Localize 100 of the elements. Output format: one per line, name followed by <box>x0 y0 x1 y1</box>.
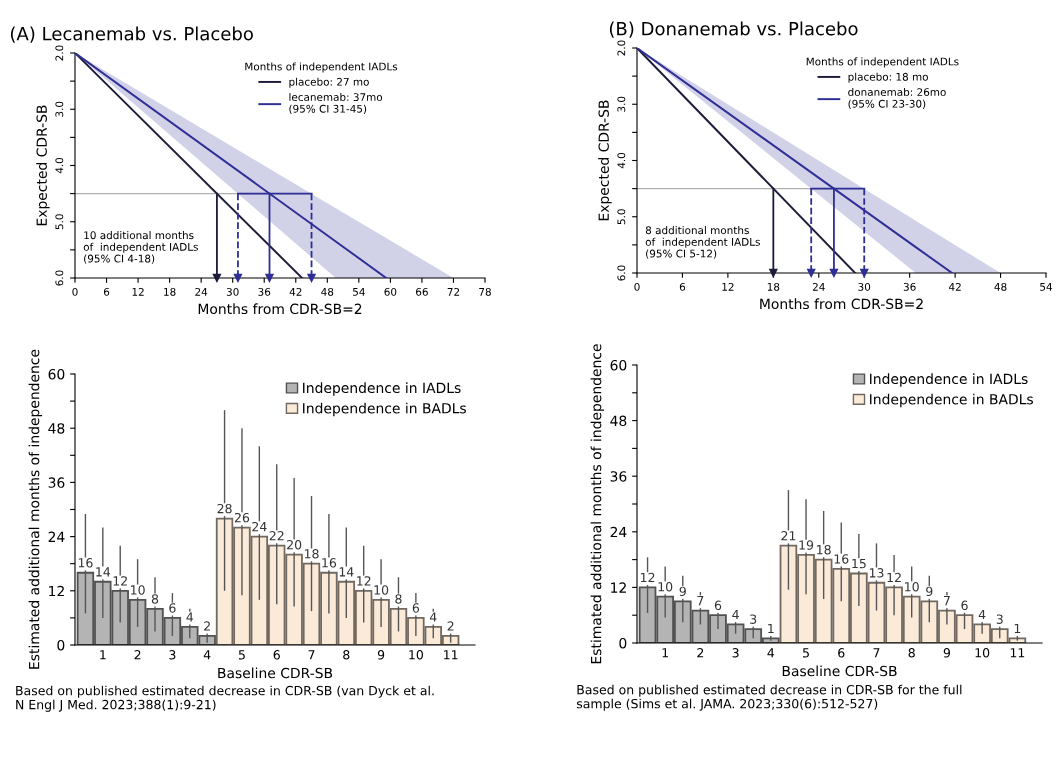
y-tick-label: 36 <box>48 477 65 488</box>
data-label: 2 <box>204 621 210 631</box>
x-tick-label: 78 <box>479 287 491 296</box>
data-label: 7 <box>943 596 950 606</box>
x-tick-label: 10 <box>975 648 990 658</box>
data-label: 4 <box>186 612 194 622</box>
data-label: 2 <box>447 621 454 631</box>
x-tick-label: 48 <box>994 282 1007 291</box>
y-tick-label: 0 <box>619 637 627 649</box>
x-tick-label: 54 <box>353 288 365 296</box>
y-tick-label: 6.0 <box>55 270 64 286</box>
data-label: 3 <box>996 614 1003 624</box>
x-tick-label: 6 <box>679 282 686 291</box>
data-label: 1 <box>768 623 774 633</box>
data-label: 12 <box>113 576 127 586</box>
y-tick-label: 6.0 <box>617 265 626 281</box>
x-tick-label: 10 <box>409 650 423 660</box>
legend-label: Independence in IADLs <box>870 373 1028 387</box>
text: Based on published estimated decrease in CDR-SB for the full sample (Sims et al. JAMA. 2023;330(6):512-527) <box>576 684 962 711</box>
data-label: 6 <box>412 603 420 613</box>
data-label: 8 <box>151 594 159 604</box>
y-tick-label: 2.0 <box>617 40 626 56</box>
x-axis-title: Months from CDR-SB=2 <box>760 298 923 310</box>
x-tick-label: 42 <box>289 287 302 296</box>
data-label: 13 <box>869 568 884 578</box>
data-label: 18 <box>817 544 831 555</box>
data-label: 6 <box>961 600 968 610</box>
y-tick-label: 4.0 <box>55 157 64 174</box>
data-label: 15 <box>852 559 866 569</box>
x-tick-label: 36 <box>903 282 916 291</box>
x-tick-label: 6 <box>273 650 280 660</box>
x-tick-label: 66 <box>416 287 428 296</box>
data-label: 9 <box>679 586 686 597</box>
x-tick-label: 0 <box>634 282 640 291</box>
annotation: 8 additional months of independent IADLs (95% CI 5-12) <box>645 226 760 259</box>
x-tick-label: 4 <box>767 648 775 658</box>
x-tick-label: 0 <box>72 287 78 296</box>
x-tick-label: 60 <box>384 287 397 296</box>
y-tick-label: 60 <box>610 359 627 371</box>
y-tick-label: 3.0 <box>55 101 64 117</box>
x-tick-label: 24 <box>812 282 825 291</box>
data-label: 16 <box>78 558 93 568</box>
data-label: 12 <box>640 572 655 583</box>
y-tick-label: 12 <box>49 585 64 597</box>
x-tick-label: 1 <box>662 648 668 658</box>
data-label: 18 <box>304 549 319 559</box>
x-tick-label: 7 <box>308 650 315 660</box>
x-tick-label: 8 <box>908 648 915 658</box>
data-label: 10 <box>905 582 919 592</box>
data-label: 24 <box>252 521 267 532</box>
data-label: 26 <box>234 512 250 523</box>
x-tick-label: 18 <box>767 282 780 291</box>
data-label: 21 <box>781 531 796 541</box>
y-axis-title: Expected CDR-SB <box>36 105 50 226</box>
data-label: 14 <box>339 567 354 577</box>
data-label: 6 <box>714 600 722 610</box>
data-label: 4 <box>429 612 437 622</box>
y-tick-label: 48 <box>48 423 65 434</box>
y-tick-label: 12 <box>611 582 626 593</box>
data-label: 16 <box>322 558 337 568</box>
x-tick-label: 3 <box>732 648 739 658</box>
legend-label: Independence in BADLs <box>870 393 1033 408</box>
x-tick-label: 2 <box>134 650 141 660</box>
x-tick-label: 30 <box>226 287 239 296</box>
data-label: 10 <box>374 585 389 595</box>
data-label: 6 <box>169 603 176 613</box>
y-tick-label: 5.0 <box>55 214 64 230</box>
y-tick-label: 24 <box>48 531 65 542</box>
chart-title: (A) Lecanemab vs. Placebo <box>10 26 253 43</box>
x-tick-label: 2 <box>697 648 704 658</box>
x-tick-label: 12 <box>722 282 734 291</box>
legend-label: Independence in BADLs <box>303 402 466 417</box>
legend-title: Months of independent IADLs <box>245 62 398 73</box>
data-label: 4 <box>732 609 739 620</box>
data-label: 1 <box>1014 623 1021 633</box>
x-tick-label: 72 <box>447 287 460 296</box>
y-tick-label: 24 <box>610 526 627 538</box>
y-axis-title: Estimated additional months of independence <box>28 349 43 669</box>
x-tick-label: 9 <box>943 648 951 658</box>
x-tick-label: 42 <box>948 282 961 291</box>
data-label: 9 <box>926 586 933 597</box>
data-label: 19 <box>799 540 814 550</box>
x-axis-title: Baseline CDR-SB <box>218 667 333 679</box>
x-tick-label: 24 <box>195 287 208 296</box>
data-label: 14 <box>96 567 111 577</box>
data-label: 8 <box>395 594 402 604</box>
legend-label: placebo: 18 mo <box>848 72 928 83</box>
y-tick-label: 60 <box>48 368 65 380</box>
x-tick-label: 11 <box>1010 648 1025 658</box>
legend-title: Months of independent IADLs <box>806 57 959 68</box>
data-label: 22 <box>269 530 284 541</box>
y-tick-label: 3.0 <box>617 96 626 112</box>
y-axis-title: Estimated additional months of independence <box>590 344 605 664</box>
data-label: 4 <box>978 609 986 620</box>
legend-label: Independence in IADLs <box>303 382 461 396</box>
y-tick-label: 2.0 <box>55 45 64 61</box>
y-axis-title: Expected CDR-SB <box>598 100 612 221</box>
data-label: 20 <box>287 540 302 550</box>
data-label: 3 <box>750 614 757 624</box>
y-tick-label: 4.0 <box>617 152 626 169</box>
